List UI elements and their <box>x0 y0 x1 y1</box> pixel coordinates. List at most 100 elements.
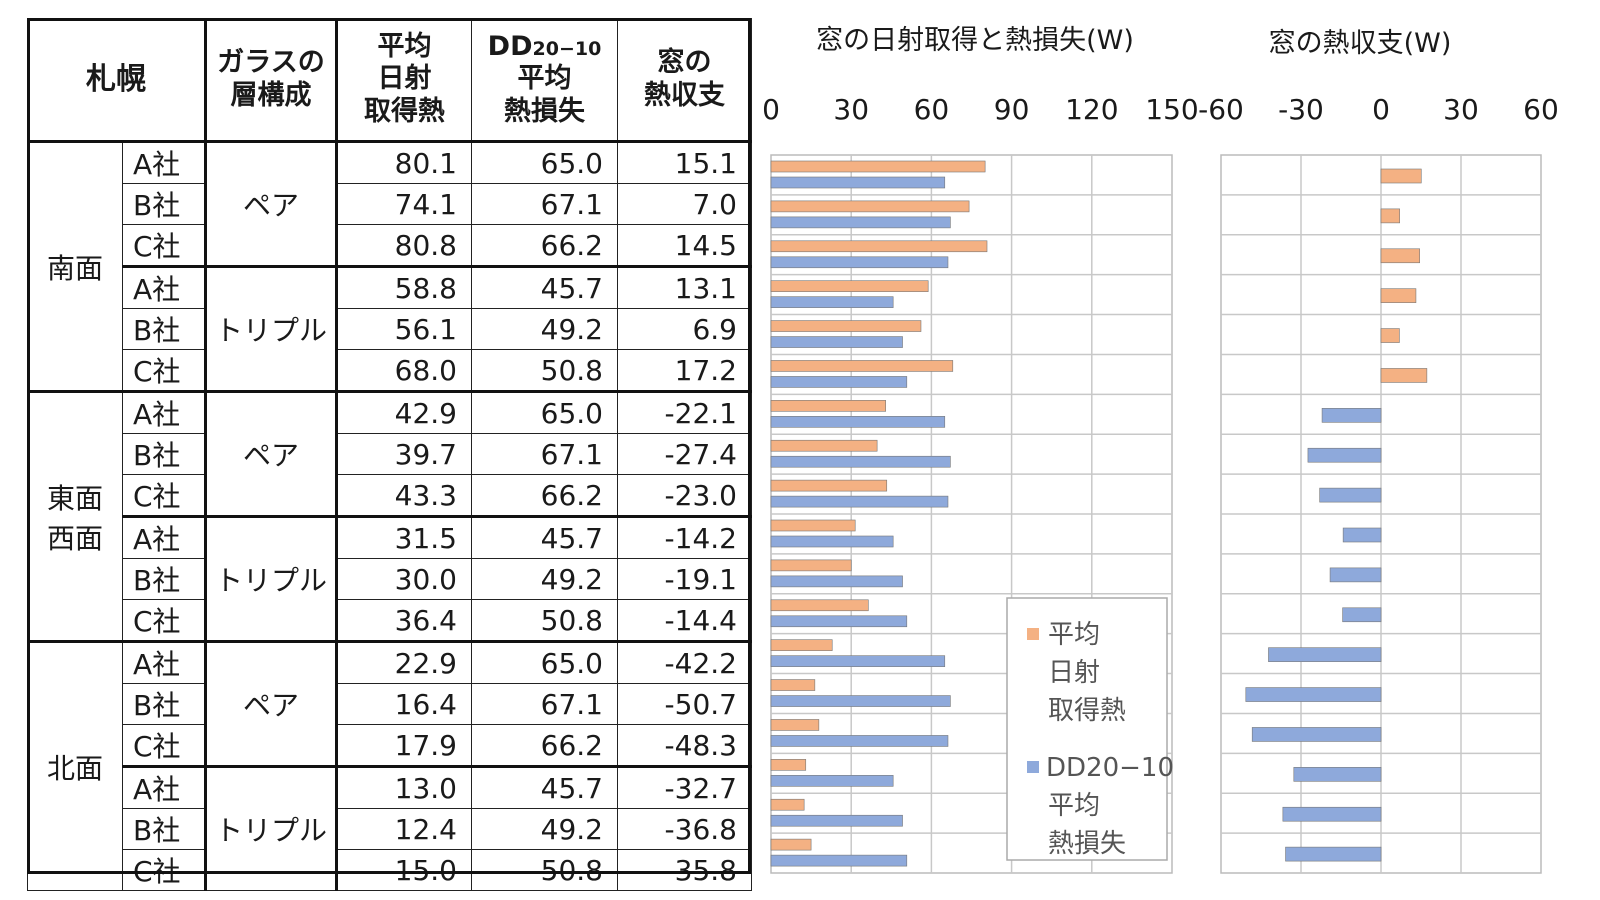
legend-loss-line-2: 平均 <box>1048 791 1100 821</box>
solar-value-cell: 31.5 <box>335 515 472 559</box>
chart1-tick-label: 0 <box>762 93 780 126</box>
chart2-tick-label: -60 <box>1198 93 1244 126</box>
chart1-bar-heat-loss <box>770 615 908 628</box>
loss-value-cell: 49.2 <box>471 308 618 350</box>
chart2-bar-heat-balance <box>1285 846 1382 862</box>
legend-solar-line-1: 平均 <box>1048 620 1100 650</box>
table-row: 北面 A社 ペア 22.9 65.0 -42.2 <box>27 640 752 891</box>
solar-value-cell: 39.7 <box>335 433 472 475</box>
chart2-bar-heat-balance <box>1380 368 1428 383</box>
chart1-bar-solar-gain <box>770 479 888 492</box>
data-table: 札幌 ガラスの 層構成 平均 日射 取得熱 DD20−10 平均 熱損失 窓の 熱収支 南面… <box>27 18 752 891</box>
chart1-tick-label: 60 <box>914 93 950 126</box>
solar-value-cell: 22.9 <box>335 640 472 684</box>
chart2-bar-heat-balance <box>1293 767 1382 782</box>
chart1-bar-heat-loss <box>770 814 903 827</box>
chart1-bar-solar-gain <box>770 559 852 572</box>
balance-value-cell: -50.7 <box>617 683 752 725</box>
face-label: 南面 <box>27 140 123 392</box>
chart1-bar-heat-loss <box>770 854 908 867</box>
chart1-bar-heat-loss <box>770 256 949 269</box>
chart1-bar-solar-gain <box>770 639 833 651</box>
chart2-bar-heat-balance <box>1342 607 1382 623</box>
company-cell: B社 <box>122 808 206 850</box>
chart1-bar-solar-gain <box>770 320 922 332</box>
legend-loss-line-1: DD20−10 <box>1046 753 1174 783</box>
chart2-title: 窓の熱収支(W) <box>1269 28 1452 59</box>
solar-value-cell: 58.8 <box>335 265 472 309</box>
chart1-bar-heat-loss <box>770 775 894 787</box>
chart1-tick-label: 120 <box>1065 93 1118 126</box>
chart1-bar-solar-gain <box>770 400 886 412</box>
chart1-bar-heat-loss <box>770 575 903 588</box>
chart2-bar-heat-balance <box>1380 328 1400 343</box>
solar-value-cell: 15.0 <box>335 849 472 891</box>
chart1-x-axis-ticks: 0 30 60 90 120 150 <box>762 93 1199 126</box>
loss-value-cell: 50.8 <box>471 349 618 392</box>
solar-value-cell: 56.1 <box>335 308 472 350</box>
balance-value-cell: -22.1 <box>617 390 752 434</box>
solar-value-cell: 80.1 <box>335 140 472 184</box>
loss-value-cell: 65.0 <box>471 140 618 184</box>
chart1-bar-solar-gain <box>770 439 878 452</box>
balance-value-cell: -19.1 <box>617 558 752 600</box>
glass-type-cell: トリプル <box>204 265 337 392</box>
loss-value-cell: 67.1 <box>471 683 618 725</box>
glass-type-cell: トリプル <box>204 765 337 891</box>
balance-value-cell: -27.4 <box>617 433 752 475</box>
solar-value-cell: 16.4 <box>335 683 472 725</box>
company-cell: B社 <box>122 308 206 350</box>
chart1-bar-solar-gain <box>770 679 816 691</box>
solar-value-cell: 17.9 <box>335 724 472 767</box>
chart1-bar-solar-gain <box>770 360 954 372</box>
solar-value-cell: 36.4 <box>335 599 472 642</box>
company-cell: A社 <box>122 265 206 309</box>
chart1-tick-label: 30 <box>833 93 869 126</box>
legend-solar-line-3: 取得熱 <box>1048 696 1126 726</box>
glass-type-cell: ペア <box>204 640 337 767</box>
header-place: 札幌 <box>27 18 206 142</box>
table-row: A社 トリプル 31.5 45.7 -14.2 <box>28 515 752 642</box>
chart1-bar-solar-gain <box>770 599 869 612</box>
chart2-tick-label: 0 <box>1372 93 1390 126</box>
legend-solar-line-2: 日射 <box>1048 658 1100 688</box>
table-row: B社 16.4 67.1 -50.7 <box>28 683 752 725</box>
chart1-bar-solar-gain <box>770 240 988 253</box>
header-heat-loss: DD20−10 平均 熱損失 <box>471 18 618 142</box>
chart2-bar-heat-balance <box>1251 727 1382 742</box>
balance-value-cell: 6.9 <box>617 308 752 350</box>
solar-value-cell: 68.0 <box>335 349 472 392</box>
legend-loss-swatch <box>1027 761 1039 773</box>
chart1-bar-heat-loss <box>770 296 894 308</box>
chart1-tick-label: 90 <box>994 93 1030 126</box>
chart2-tick-label: 60 <box>1523 93 1559 126</box>
company-cell: C社 <box>122 474 206 517</box>
company-cell: A社 <box>122 765 206 809</box>
loss-value-cell: 45.7 <box>471 515 618 559</box>
chart2-bars <box>1245 168 1428 862</box>
company-cell: B社 <box>122 558 206 600</box>
chart2-bar-heat-balance <box>1329 567 1382 583</box>
chart1-tick-label: 150 <box>1145 93 1198 126</box>
company-cell: A社 <box>122 140 206 184</box>
company-cell: B社 <box>122 183 206 225</box>
chart2-bar-heat-balance <box>1319 487 1382 503</box>
chart1-bar-heat-loss <box>770 495 949 508</box>
chart1-bars <box>770 160 988 867</box>
table-row: B社 39.7 67.1 -27.4 <box>28 433 752 475</box>
company-cell: A社 <box>122 390 206 434</box>
table-row: B社 12.4 49.2 -36.8 <box>28 808 752 850</box>
header-glass: ガラスの 層構成 <box>204 18 337 142</box>
chart1-bar-solar-gain <box>770 280 929 292</box>
chart1-bar-solar-gain <box>770 200 970 213</box>
balance-value-cell: -36.8 <box>617 808 752 850</box>
chart2-bar-heat-balance <box>1380 208 1400 224</box>
chart2-bar-heat-balance <box>1245 687 1382 702</box>
glass-type-cell: ペア <box>204 140 337 267</box>
balance-value-cell: -23.0 <box>617 474 752 517</box>
chart1-bar-heat-loss <box>770 655 946 667</box>
balance-value-cell: -14.2 <box>617 515 752 559</box>
chart2-bar-heat-balance <box>1282 806 1382 822</box>
solar-value-cell: 13.0 <box>335 765 472 809</box>
